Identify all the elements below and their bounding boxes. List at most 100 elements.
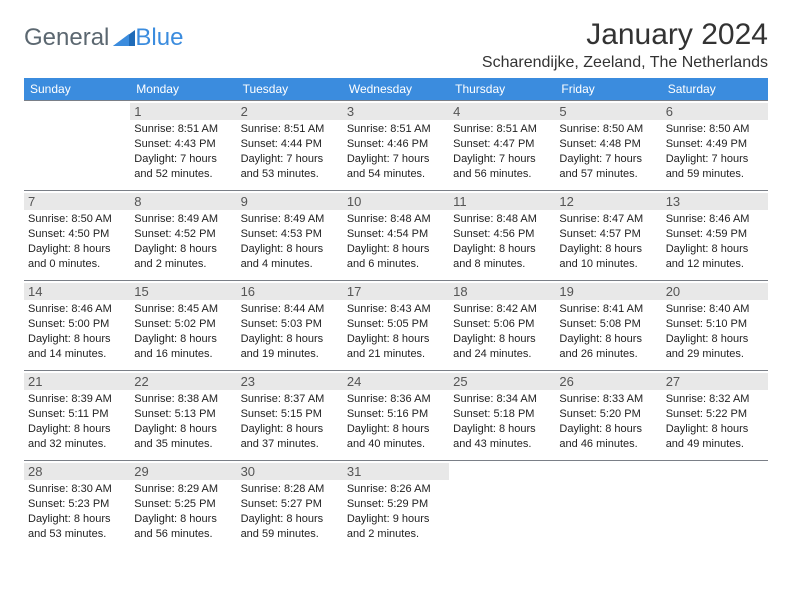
- day-info: Sunrise: 8:26 AMSunset: 5:29 PMDaylight:…: [347, 482, 445, 541]
- day-number: 27: [662, 373, 768, 390]
- weekday-header: Sunday: [24, 78, 130, 101]
- calendar-day-cell: 24 Sunrise: 8:36 AMSunset: 5:16 PMDayligh…: [343, 371, 449, 461]
- day-info: Sunrise: 8:48 AMSunset: 4:56 PMDaylight:…: [453, 212, 551, 271]
- day-number: 14: [24, 283, 130, 300]
- day-number: 7: [24, 193, 130, 210]
- calendar-day-cell: [24, 101, 130, 191]
- day-info: Sunrise: 8:38 AMSunset: 5:13 PMDaylight:…: [134, 392, 232, 451]
- calendar-day-cell: [555, 461, 661, 551]
- calendar-day-cell: 6Sunrise: 8:50 AMSunset: 4:49 PMDaylight…: [662, 101, 768, 191]
- calendar-day-cell: 14 Sunrise: 8:46 AMSunset: 5:00 PMDayligh…: [24, 281, 130, 371]
- calendar-week-row: 28 Sunrise: 8:30 AMSunset: 5:23 PMDayligh…: [24, 461, 768, 551]
- day-info: Sunrise: 8:30 AMSunset: 5:23 PMDaylight:…: [28, 482, 126, 541]
- calendar-day-cell: 23Sunrise: 8:37 AMSunset: 5:15 PMDayligh…: [237, 371, 343, 461]
- day-info: Sunrise: 8:40 AMSunset: 5:10 PMDaylight:…: [666, 302, 764, 361]
- day-number: 12: [555, 193, 661, 210]
- calendar-day-cell: 12 Sunrise: 8:47 AMSunset: 4:57 PMDayligh…: [555, 191, 661, 281]
- day-number: 1: [130, 103, 236, 120]
- logo-text-blue: Blue: [135, 24, 183, 52]
- day-info: Sunrise: 8:51 AMSunset: 4:46 PMDaylight:…: [347, 122, 445, 181]
- day-info: Sunrise: 8:34 AMSunset: 5:18 PMDaylight:…: [453, 392, 551, 451]
- calendar-week-row: 21 Sunrise: 8:39 AMSunset: 5:11 PMDayligh…: [24, 371, 768, 461]
- calendar-day-cell: [662, 461, 768, 551]
- day-info: Sunrise: 8:39 AMSunset: 5:11 PMDaylight:…: [28, 392, 126, 451]
- day-number: 25: [449, 373, 555, 390]
- day-info: Sunrise: 8:50 AMSunset: 4:49 PMDaylight:…: [666, 122, 764, 181]
- calendar-day-cell: 8 Sunrise: 8:49 AMSunset: 4:52 PMDaylight…: [130, 191, 236, 281]
- calendar-day-cell: 5Sunrise: 8:50 AMSunset: 4:48 PMDaylight…: [555, 101, 661, 191]
- day-info: Sunrise: 8:51 AMSunset: 4:43 PMDaylight:…: [134, 122, 232, 181]
- day-number: 29: [130, 463, 236, 480]
- day-info: Sunrise: 8:29 AMSunset: 5:25 PMDaylight:…: [134, 482, 232, 541]
- logo-text-general: General: [24, 24, 109, 52]
- weekday-header: Tuesday: [237, 78, 343, 101]
- day-info: Sunrise: 8:47 AMSunset: 4:57 PMDaylight:…: [559, 212, 657, 271]
- day-number: 5: [555, 103, 661, 120]
- day-number: 30: [237, 463, 343, 480]
- day-info: Sunrise: 8:49 AMSunset: 4:53 PMDaylight:…: [241, 212, 339, 271]
- month-title: January 2024: [482, 18, 768, 52]
- day-number: 28: [24, 463, 130, 480]
- calendar-page: General Blue January 2024 Scharendijke, …: [0, 0, 792, 551]
- day-number: 17: [343, 283, 449, 300]
- day-number: 19: [555, 283, 661, 300]
- calendar-day-cell: 15Sunrise: 8:45 AMSunset: 5:02 PMDayligh…: [130, 281, 236, 371]
- day-info: Sunrise: 8:36 AMSunset: 5:16 PMDaylight:…: [347, 392, 445, 451]
- calendar-day-cell: 10 Sunrise: 8:48 AMSunset: 4:54 PMDayligh…: [343, 191, 449, 281]
- day-info: Sunrise: 8:50 AMSunset: 4:50 PMDaylight:…: [28, 212, 126, 271]
- title-block: January 2024 Scharendijke, Zeeland, The …: [482, 18, 768, 72]
- calendar-day-cell: 28 Sunrise: 8:30 AMSunset: 5:23 PMDayligh…: [24, 461, 130, 551]
- calendar-day-cell: [449, 461, 555, 551]
- calendar-day-cell: 3 Sunrise: 8:51 AMSunset: 4:46 PMDaylight…: [343, 101, 449, 191]
- day-number: 18: [449, 283, 555, 300]
- calendar-day-cell: 13Sunrise: 8:46 AMSunset: 4:59 PMDayligh…: [662, 191, 768, 281]
- calendar-week-row: 14 Sunrise: 8:46 AMSunset: 5:00 PMDayligh…: [24, 281, 768, 371]
- calendar-week-row: 7 Sunrise: 8:50 AMSunset: 4:50 PMDaylight…: [24, 191, 768, 281]
- day-number: 21: [24, 373, 130, 390]
- calendar-day-cell: 9 Sunrise: 8:49 AMSunset: 4:53 PMDaylight…: [237, 191, 343, 281]
- day-info: Sunrise: 8:44 AMSunset: 5:03 PMDaylight:…: [241, 302, 339, 361]
- day-number: 15: [130, 283, 236, 300]
- day-number: 20: [662, 283, 768, 300]
- calendar-day-cell: 30 Sunrise: 8:28 AMSunset: 5:27 PMDayligh…: [237, 461, 343, 551]
- day-info: Sunrise: 8:28 AMSunset: 5:27 PMDaylight:…: [241, 482, 339, 541]
- day-number: 24: [343, 373, 449, 390]
- calendar-day-cell: 22Sunrise: 8:38 AMSunset: 5:13 PMDayligh…: [130, 371, 236, 461]
- calendar-day-cell: 25 Sunrise: 8:34 AMSunset: 5:18 PMDayligh…: [449, 371, 555, 461]
- day-info: Sunrise: 8:51 AMSunset: 4:47 PMDaylight:…: [453, 122, 551, 181]
- logo: General Blue: [24, 24, 183, 52]
- day-info: Sunrise: 8:49 AMSunset: 4:52 PMDaylight:…: [134, 212, 232, 271]
- day-number: 3: [343, 103, 449, 120]
- calendar-day-cell: 21 Sunrise: 8:39 AMSunset: 5:11 PMDayligh…: [24, 371, 130, 461]
- calendar-day-cell: 31Sunrise: 8:26 AMSunset: 5:29 PMDayligh…: [343, 461, 449, 551]
- calendar-day-cell: 18Sunrise: 8:42 AMSunset: 5:06 PMDayligh…: [449, 281, 555, 371]
- location: Scharendijke, Zeeland, The Netherlands: [482, 54, 768, 72]
- calendar-day-cell: 11 Sunrise: 8:48 AMSunset: 4:56 PMDayligh…: [449, 191, 555, 281]
- weekday-header: Wednesday: [343, 78, 449, 101]
- calendar-table: SundayMondayTuesdayWednesdayThursdayFrid…: [24, 78, 768, 551]
- day-info: Sunrise: 8:41 AMSunset: 5:08 PMDaylight:…: [559, 302, 657, 361]
- weekday-header-row: SundayMondayTuesdayWednesdayThursdayFrid…: [24, 78, 768, 101]
- weekday-header: Saturday: [662, 78, 768, 101]
- header: General Blue January 2024 Scharendijke, …: [24, 18, 768, 72]
- day-info: Sunrise: 8:32 AMSunset: 5:22 PMDaylight:…: [666, 392, 764, 451]
- day-number: 10: [343, 193, 449, 210]
- day-number: 9: [237, 193, 343, 210]
- calendar-body: 1 Sunrise: 8:51 AMSunset: 4:43 PMDaylight…: [24, 101, 768, 551]
- day-info: Sunrise: 8:48 AMSunset: 4:54 PMDaylight:…: [347, 212, 445, 271]
- day-number: 11: [449, 193, 555, 210]
- calendar-day-cell: 1 Sunrise: 8:51 AMSunset: 4:43 PMDaylight…: [130, 101, 236, 191]
- calendar-day-cell: 7 Sunrise: 8:50 AMSunset: 4:50 PMDaylight…: [24, 191, 130, 281]
- day-number: 8: [130, 193, 236, 210]
- day-number: 13: [662, 193, 768, 210]
- day-info: Sunrise: 8:43 AMSunset: 5:05 PMDaylight:…: [347, 302, 445, 361]
- calendar-day-cell: 20 Sunrise: 8:40 AMSunset: 5:10 PMDayligh…: [662, 281, 768, 371]
- day-info: Sunrise: 8:46 AMSunset: 5:00 PMDaylight:…: [28, 302, 126, 361]
- calendar-day-cell: 27 Sunrise: 8:32 AMSunset: 5:22 PMDayligh…: [662, 371, 768, 461]
- calendar-day-cell: 2Sunrise: 8:51 AMSunset: 4:44 PMDaylight…: [237, 101, 343, 191]
- calendar-week-row: 1 Sunrise: 8:51 AMSunset: 4:43 PMDaylight…: [24, 101, 768, 191]
- day-info: Sunrise: 8:37 AMSunset: 5:15 PMDaylight:…: [241, 392, 339, 451]
- day-number: 2: [237, 103, 343, 120]
- weekday-header: Friday: [555, 78, 661, 101]
- calendar-day-cell: 26Sunrise: 8:33 AMSunset: 5:20 PMDayligh…: [555, 371, 661, 461]
